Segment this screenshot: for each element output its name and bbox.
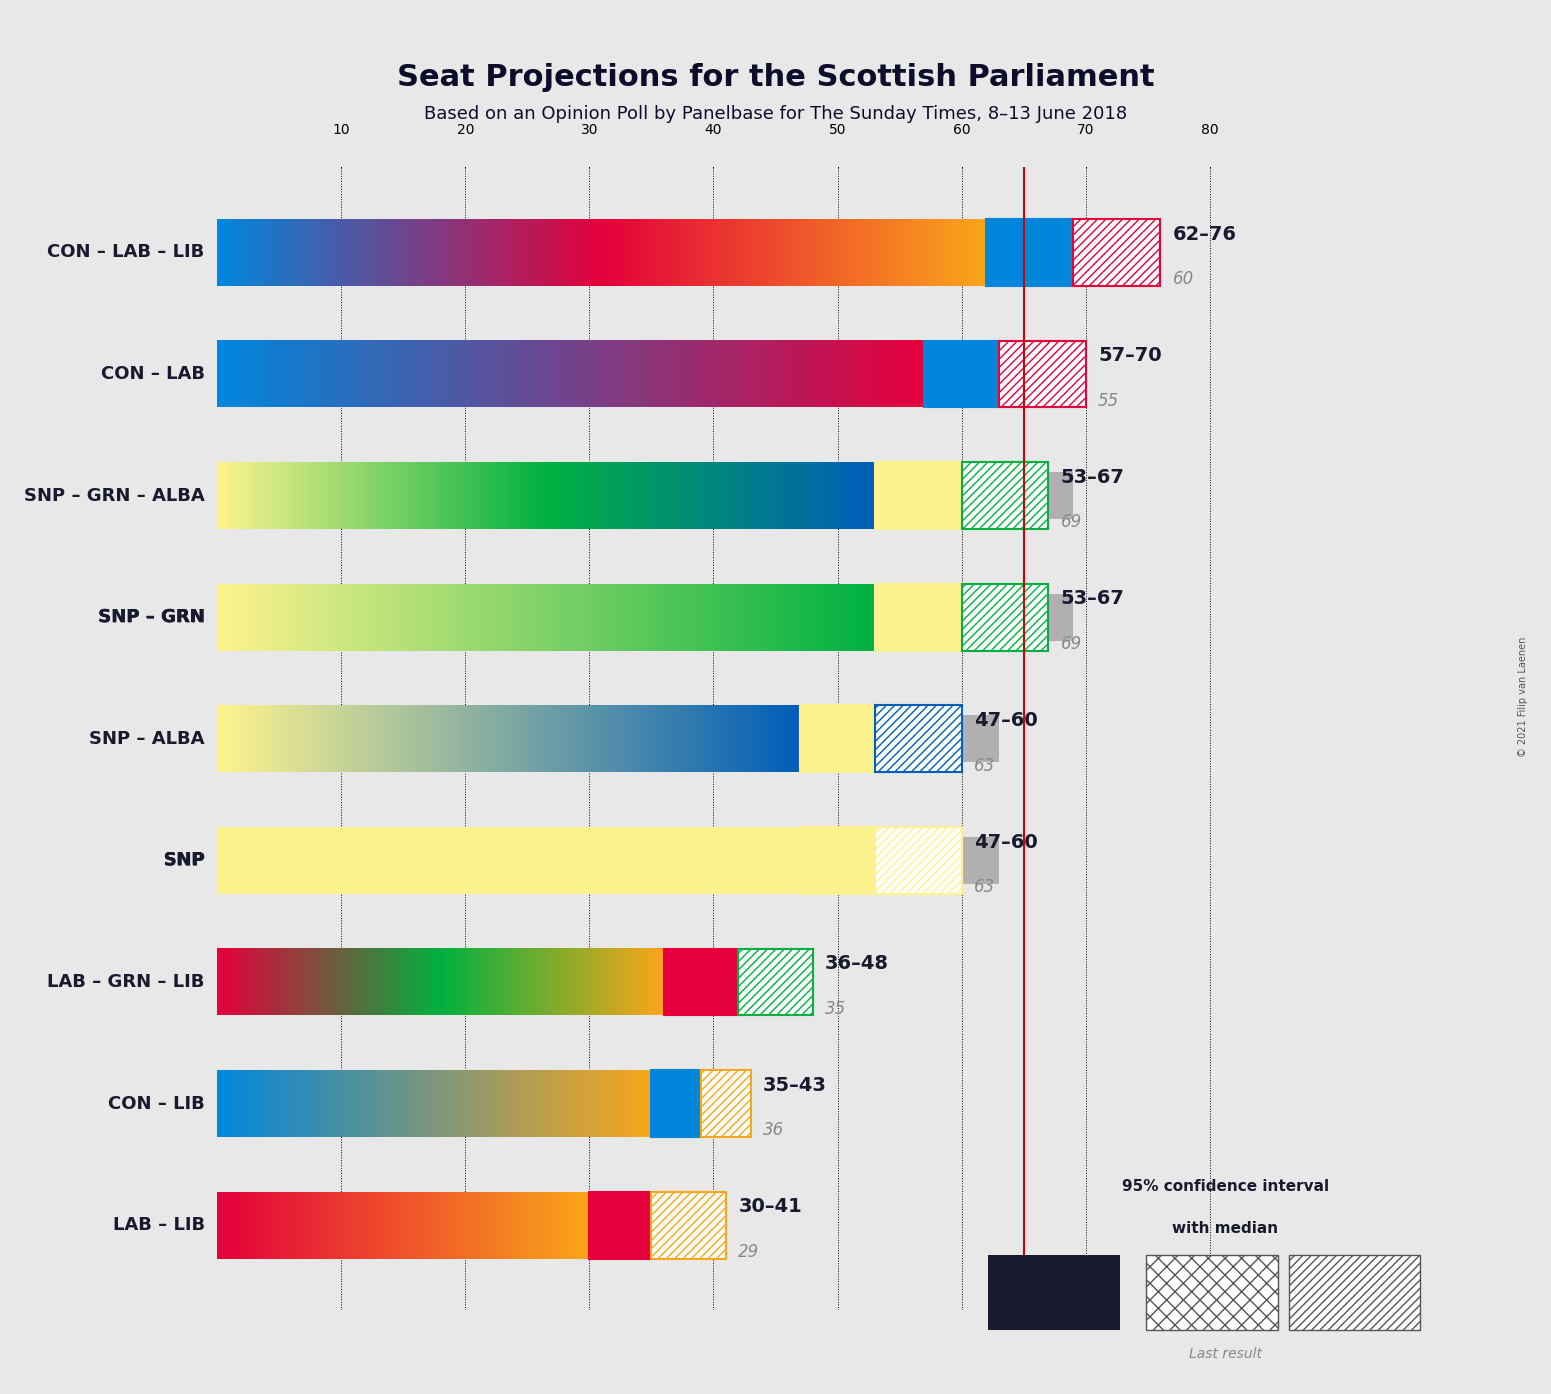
Bar bbox=[217, 473, 1073, 519]
Text: 20: 20 bbox=[456, 123, 475, 137]
Text: 36: 36 bbox=[763, 1121, 785, 1139]
Bar bbox=[986, 219, 1073, 286]
Text: SNP: SNP bbox=[163, 852, 205, 870]
Text: 62–76: 62–76 bbox=[1173, 224, 1236, 244]
Text: LAB – GRN – LIB: LAB – GRN – LIB bbox=[48, 973, 205, 991]
Bar bbox=[800, 827, 875, 894]
Bar bbox=[664, 948, 738, 1015]
Text: 40: 40 bbox=[704, 123, 723, 137]
Text: 60: 60 bbox=[952, 123, 971, 137]
Text: CON – LAB: CON – LAB bbox=[101, 365, 205, 383]
Bar bbox=[651, 1192, 726, 1259]
Text: Seat Projections for the Scottish Parliament: Seat Projections for the Scottish Parlia… bbox=[397, 63, 1154, 92]
Text: 55: 55 bbox=[1098, 392, 1120, 410]
Text: 69: 69 bbox=[1061, 636, 1083, 652]
Text: SNP – ALBA: SNP – ALBA bbox=[90, 730, 205, 747]
Bar bbox=[988, 1255, 1120, 1330]
Bar bbox=[800, 705, 875, 772]
Text: Based on an Opinion Poll by Panelbase for The Sunday Times, 8–13 June 2018: Based on an Opinion Poll by Panelbase fo… bbox=[423, 105, 1128, 123]
Text: 53–67: 53–67 bbox=[1061, 590, 1124, 608]
Bar bbox=[217, 715, 999, 763]
Bar bbox=[988, 1355, 1421, 1394]
Bar bbox=[924, 340, 999, 407]
Text: SNP – GRN: SNP – GRN bbox=[98, 608, 205, 626]
Bar bbox=[217, 959, 651, 1005]
Text: © 2021 Filip van Laenen: © 2021 Filip van Laenen bbox=[1518, 637, 1528, 757]
Text: 47–60: 47–60 bbox=[974, 832, 1038, 852]
Text: LAB – LIB: LAB – LIB bbox=[113, 1216, 205, 1234]
Text: Last result: Last result bbox=[1188, 1347, 1263, 1361]
Text: 80: 80 bbox=[1200, 123, 1219, 137]
Text: 36–48: 36–48 bbox=[825, 955, 889, 973]
Text: 53–67: 53–67 bbox=[1061, 468, 1124, 487]
Bar bbox=[589, 1192, 651, 1259]
Text: 29: 29 bbox=[738, 1243, 760, 1262]
Text: 57–70: 57–70 bbox=[1098, 346, 1162, 365]
Bar bbox=[701, 1071, 751, 1138]
Bar bbox=[217, 836, 999, 884]
Text: 70: 70 bbox=[1076, 123, 1095, 137]
Bar bbox=[962, 463, 1048, 530]
Text: 35: 35 bbox=[825, 999, 847, 1018]
Text: 47–60: 47–60 bbox=[974, 711, 1038, 730]
Bar bbox=[999, 340, 1086, 407]
Bar bbox=[875, 463, 962, 530]
Text: 60: 60 bbox=[1173, 270, 1194, 289]
Bar bbox=[875, 705, 962, 772]
Bar bbox=[217, 1080, 664, 1126]
Bar bbox=[217, 594, 1073, 641]
Text: 35–43: 35–43 bbox=[763, 1076, 827, 1094]
Text: 69: 69 bbox=[1061, 513, 1083, 531]
Text: SNP: SNP bbox=[163, 852, 205, 870]
Text: 63: 63 bbox=[974, 878, 996, 896]
Bar bbox=[651, 1071, 701, 1138]
Bar bbox=[1289, 1255, 1421, 1330]
Bar bbox=[962, 584, 1048, 651]
Bar bbox=[738, 948, 813, 1015]
Text: SNP – GRN – ALBA: SNP – GRN – ALBA bbox=[23, 487, 205, 505]
Text: CON – LAB – LIB: CON – LAB – LIB bbox=[48, 244, 205, 262]
Text: 30: 30 bbox=[580, 123, 599, 137]
Text: 10: 10 bbox=[332, 123, 351, 137]
Text: SNP – GRN: SNP – GRN bbox=[98, 608, 205, 626]
Text: 50: 50 bbox=[828, 123, 847, 137]
Text: 63: 63 bbox=[974, 757, 996, 775]
Bar bbox=[1146, 1255, 1278, 1330]
Bar bbox=[875, 827, 962, 894]
Text: 95% confidence interval: 95% confidence interval bbox=[1121, 1179, 1329, 1195]
Bar bbox=[217, 351, 900, 397]
Bar bbox=[217, 1202, 577, 1249]
Bar bbox=[217, 229, 962, 276]
Text: CON – LIB: CON – LIB bbox=[109, 1094, 205, 1112]
Text: with median: with median bbox=[1173, 1221, 1278, 1236]
Bar bbox=[875, 584, 962, 651]
Bar bbox=[1073, 219, 1160, 286]
Text: 30–41: 30–41 bbox=[738, 1197, 802, 1217]
